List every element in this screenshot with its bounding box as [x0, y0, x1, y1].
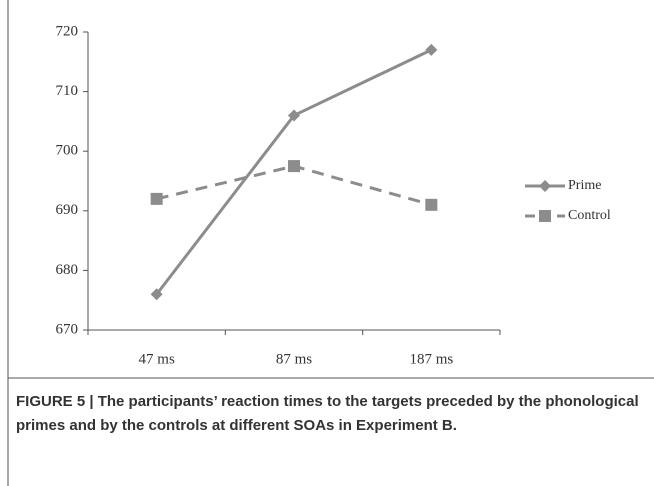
x-tick-label: 187 ms [409, 351, 453, 367]
legend-label: Prime [568, 178, 601, 193]
marker-square [539, 210, 551, 222]
marker-diamond [425, 43, 438, 56]
marker-square [150, 192, 163, 205]
marker-square [425, 198, 438, 211]
marker-diamond [288, 109, 300, 122]
y-tick-label: 710 [56, 83, 79, 99]
x-tick-label: 87 ms [276, 351, 312, 367]
legend-label: Control [568, 208, 611, 223]
figure-caption: FIGURE 5 | The participants’ reaction ti… [16, 393, 639, 434]
y-tick-label: 670 [56, 321, 79, 337]
y-tick-label: 720 [56, 23, 79, 39]
y-tick-label: 700 [56, 143, 79, 159]
x-tick-label: 47 ms [139, 351, 175, 367]
marker-diamond [539, 180, 551, 192]
y-tick-label: 680 [56, 262, 79, 278]
marker-diamond [150, 288, 163, 301]
y-tick-label: 690 [56, 202, 79, 218]
marker-square [288, 160, 300, 173]
